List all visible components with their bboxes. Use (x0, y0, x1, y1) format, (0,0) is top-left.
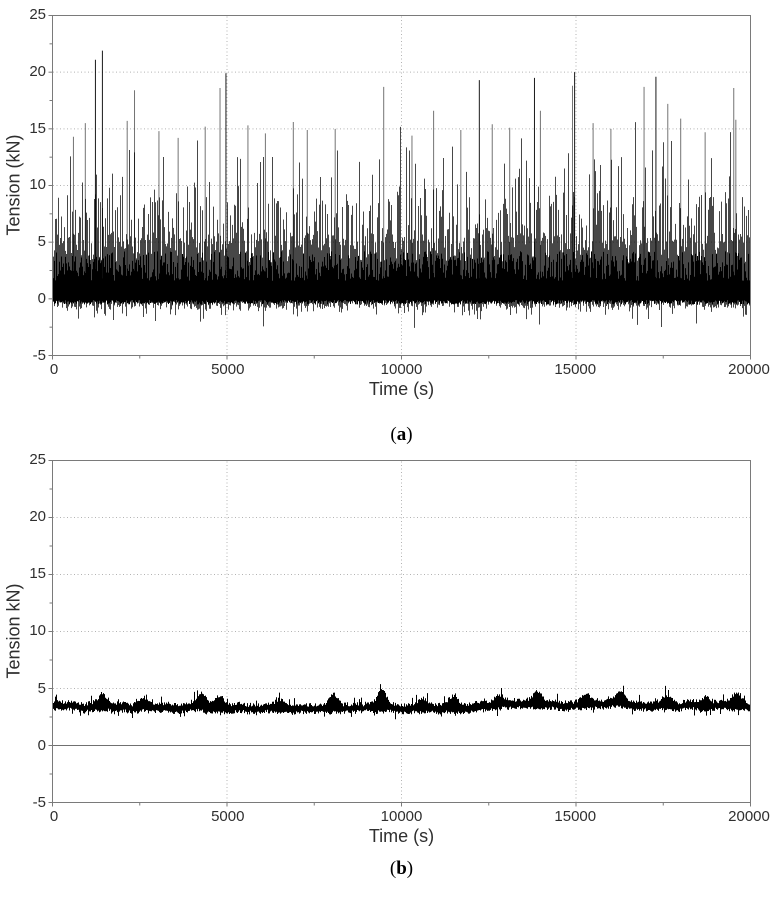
x-tick-label: 20000 (728, 361, 770, 378)
subfigure-caption-b: (b) (52, 858, 751, 880)
y-axis-tick-labels-a: 25 20 15 10 5 0 -5 (0, 6, 46, 365)
subfigure-caption-a: (a) (52, 424, 751, 446)
x-tick-label: 5000 (211, 361, 245, 378)
x-tick-label: 5000 (211, 808, 245, 825)
y-tick-label: 25 (29, 451, 46, 468)
chart-b: 25 20 15 10 5 0 -5 0 5000 10000 15000 20… (0, 445, 780, 899)
y-axis-title-a: Tension (kN) (3, 134, 24, 236)
caption-paren: ) (406, 424, 413, 445)
plot-canvas-a (44, 15, 752, 364)
y-tick-label: 5 (37, 233, 46, 251)
y-tick-label: 10 (29, 622, 46, 640)
x-tick-label: 15000 (554, 808, 597, 825)
chart-a: 25 20 15 10 5 0 -5 0 5000 10000 15000 20… (0, 6, 776, 446)
caption-paren: ( (390, 424, 397, 445)
caption-letter: b (396, 858, 407, 879)
x-axis-title-b: Time (s) (368, 826, 435, 846)
y-tick-label: 15 (29, 119, 46, 137)
x-tick-label: 0 (49, 361, 59, 378)
y-axis-title-b: Tension kN) (3, 583, 24, 679)
y-tick-label: 25 (29, 6, 46, 23)
y-tick-label: 20 (29, 62, 46, 80)
y-tick-label: 15 (29, 565, 46, 583)
x-tick-label: 0 (49, 808, 59, 825)
caption-paren: ) (406, 858, 414, 879)
y-tick-label: 5 (37, 679, 46, 697)
caption-paren: ( (389, 858, 397, 879)
x-axis-tick-labels-a: 0 5000 10000 15000 20000 (27, 361, 776, 378)
x-tick-label: 15000 (554, 361, 597, 378)
y-tick-label: 20 (29, 508, 46, 526)
x-axis-tick-labels-b: 0 5000 10000 15000 20000 (27, 808, 776, 825)
caption-letter: a (396, 424, 407, 445)
plot-canvas-b (44, 460, 752, 811)
y-tick-label: 0 (37, 290, 46, 308)
y-axis-tick-labels-b: 25 20 15 10 5 0 -5 (0, 451, 46, 812)
x-tick-label: 20000 (728, 808, 770, 825)
x-tick-label: 10000 (380, 808, 423, 825)
y-tick-label: 10 (29, 176, 46, 194)
x-axis-title-a: Time (s) (368, 379, 435, 399)
x-tick-label: 10000 (380, 361, 423, 378)
y-tick-label: 0 (37, 736, 46, 754)
y-tick-label: -5 (32, 793, 46, 811)
y-tick-label: -5 (32, 346, 46, 364)
